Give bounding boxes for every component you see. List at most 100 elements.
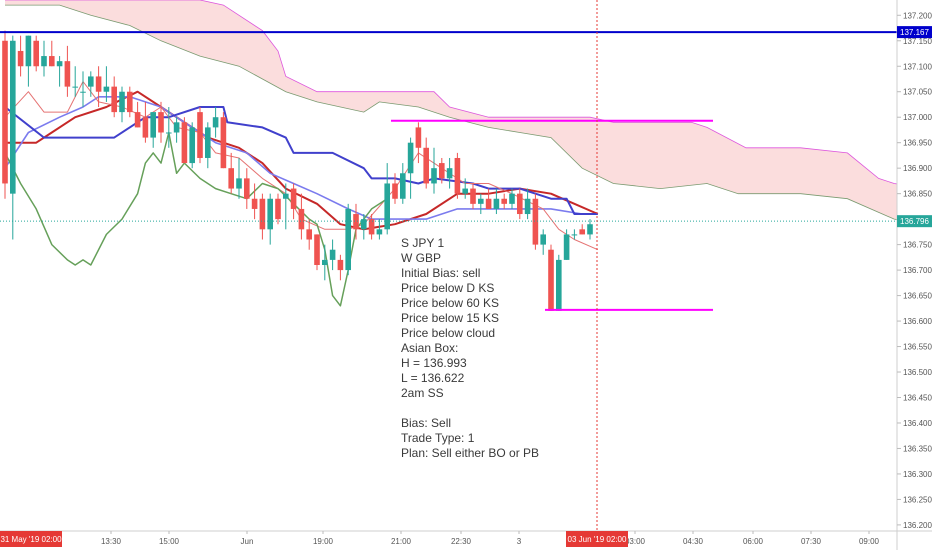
candle-body bbox=[361, 219, 367, 230]
candle-body bbox=[353, 214, 359, 230]
time-tick-label: 15:00 bbox=[159, 537, 180, 546]
note-line: Initial Bias: sell bbox=[401, 266, 481, 280]
candle-body bbox=[103, 86, 110, 92]
candle-body bbox=[259, 198, 266, 230]
candle-body bbox=[49, 56, 55, 67]
time-tick-label: 19:00 bbox=[313, 537, 334, 546]
candle-body bbox=[415, 127, 422, 148]
candle-body bbox=[251, 198, 258, 209]
candle-body bbox=[283, 193, 289, 199]
last-price-badge-background bbox=[897, 215, 932, 228]
candle-body bbox=[88, 76, 94, 87]
time-tick-label: 07:30 bbox=[801, 537, 822, 546]
time-tick-label: 09:00 bbox=[859, 537, 880, 546]
note-line: Asian Box: bbox=[401, 341, 459, 355]
candle-body bbox=[197, 112, 203, 158]
price-tick-label: 136.750 bbox=[903, 241, 932, 250]
candle-body bbox=[119, 91, 125, 113]
note-line: Trade Type: 1 bbox=[401, 431, 475, 445]
time-tick-label: 04:30 bbox=[683, 537, 704, 546]
candle-body bbox=[173, 122, 180, 133]
cursor-date-badge-background bbox=[566, 531, 628, 547]
price-tick-label: 136.450 bbox=[903, 394, 932, 403]
price-tick-label: 136.700 bbox=[903, 266, 932, 275]
candle-body bbox=[485, 198, 492, 209]
candle-body bbox=[556, 259, 562, 311]
price-tick-label: 136.650 bbox=[903, 292, 932, 301]
note-line: Price below 15 KS bbox=[401, 311, 500, 325]
candle-body bbox=[56, 61, 63, 67]
note-line: H = 136.993 bbox=[401, 356, 467, 370]
candle-body bbox=[267, 198, 273, 230]
cursor-date-badge: 03 Jun '19 02:00 bbox=[568, 535, 627, 544]
candle-body bbox=[431, 168, 437, 184]
time-tick-label: 21:00 bbox=[391, 537, 412, 546]
plot-area bbox=[0, 0, 897, 531]
candle-body bbox=[345, 208, 351, 271]
candle-body bbox=[80, 91, 86, 93]
candle-body bbox=[72, 86, 78, 88]
candle-body bbox=[462, 188, 468, 194]
candle-body bbox=[298, 208, 305, 230]
note-line: S JPY 1 bbox=[401, 236, 445, 250]
time-tick-label: 22:30 bbox=[451, 537, 472, 546]
candle-body bbox=[25, 35, 32, 67]
note-line: Plan: Sell either BO or PB bbox=[401, 446, 540, 460]
candle-body bbox=[454, 157, 461, 194]
candle-body bbox=[368, 219, 375, 235]
candle-body bbox=[446, 168, 453, 179]
candle-body bbox=[423, 147, 429, 184]
resistance-price-badge-background bbox=[897, 26, 932, 39]
note-line bbox=[401, 401, 601, 416]
candle-body bbox=[236, 178, 242, 189]
price-tick-label: 136.900 bbox=[903, 164, 932, 173]
price-tick-label: 137.150 bbox=[903, 37, 932, 46]
price-tick-label: 136.500 bbox=[903, 368, 932, 377]
note-line: Price below D KS bbox=[401, 281, 495, 295]
candle-body bbox=[478, 198, 484, 204]
note-line: L = 136.622 bbox=[401, 371, 465, 385]
candle-body bbox=[142, 117, 149, 138]
candle-body bbox=[439, 163, 445, 179]
candle-body bbox=[563, 234, 570, 260]
candle-body bbox=[322, 259, 328, 265]
price-tick-label: 136.350 bbox=[903, 444, 932, 453]
price-tick-label: 136.400 bbox=[903, 419, 932, 428]
note-line: 2am SS bbox=[401, 386, 444, 400]
candle-body bbox=[134, 112, 141, 128]
note-line: W GBP bbox=[401, 251, 442, 265]
kumo-cloud bbox=[5, 0, 897, 220]
price-tick-label: 137.200 bbox=[903, 11, 932, 20]
price-tick-label: 137.050 bbox=[903, 88, 932, 97]
candle-body bbox=[509, 193, 515, 204]
last-price-badge: 136.796 bbox=[900, 217, 929, 226]
candle-body bbox=[33, 40, 39, 67]
note-line: Bias: Sell bbox=[401, 416, 452, 430]
candle-body bbox=[2, 40, 8, 184]
candle-body bbox=[407, 142, 414, 174]
candle-body bbox=[158, 112, 164, 133]
price-tick-label: 136.950 bbox=[903, 139, 932, 148]
start-date-badge: 31 May '19 02:00 bbox=[0, 535, 62, 544]
candle-body bbox=[540, 234, 546, 245]
candle-body bbox=[493, 198, 500, 209]
price-tick-label: 136.550 bbox=[903, 343, 932, 352]
senkou-span-a bbox=[5, 4, 897, 220]
plot-layer bbox=[0, 0, 897, 311]
candle-body bbox=[579, 229, 585, 235]
candle-body bbox=[384, 183, 390, 230]
time-tick-label: 13:30 bbox=[101, 537, 122, 546]
candle-body bbox=[64, 61, 71, 87]
candle-body bbox=[111, 86, 117, 113]
candle-body bbox=[290, 188, 297, 209]
candle-body bbox=[587, 224, 593, 235]
candle-body bbox=[150, 112, 156, 138]
candle-body bbox=[532, 198, 539, 245]
candle-body bbox=[41, 56, 47, 67]
candle-body bbox=[314, 234, 320, 265]
chikou-span-line bbox=[4, 131, 388, 307]
candle-body bbox=[127, 91, 133, 113]
candle-body bbox=[95, 76, 102, 92]
